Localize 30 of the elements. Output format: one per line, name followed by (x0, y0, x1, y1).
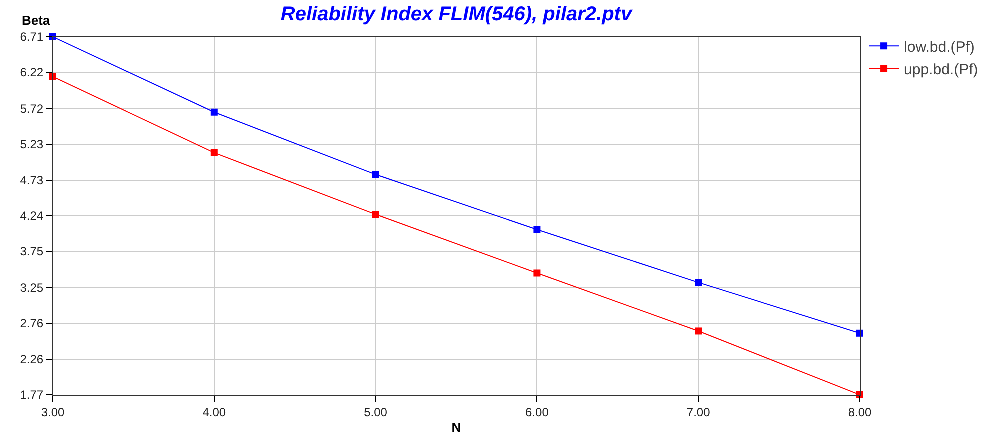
x-axis-title: N (452, 420, 462, 435)
legend-label: low.bd.(Pf) (904, 38, 975, 56)
x-tick-label: 5.00 (364, 405, 388, 420)
y-tick-label: 3.75 (20, 244, 44, 259)
x-tick-label: 8.00 (848, 405, 872, 420)
point (534, 270, 541, 277)
y-tick-label: 3.25 (20, 280, 44, 295)
y-tick-label: 6.22 (20, 66, 44, 80)
point (695, 279, 702, 286)
x-tick-label: 3.00 (41, 405, 65, 420)
point (372, 211, 380, 218)
point (695, 328, 702, 335)
y-axis-title: Beta (22, 13, 51, 28)
legend-label: upp.bd.(Pf) (904, 61, 978, 78)
point (534, 226, 541, 234)
y-tick-label: 1.77 (20, 388, 44, 402)
y-tick-label: 2.26 (20, 352, 44, 367)
point (210, 108, 218, 116)
y-tick-label: 2.76 (20, 316, 44, 330)
y-tick-label: 4.73 (20, 174, 44, 188)
x-tick-label: 4.00 (202, 405, 226, 420)
x-tick-label: 7.00 (686, 405, 711, 420)
y-tick-label: 4.24 (20, 209, 44, 224)
chart-title: Reliability Index FLIM(546), pilar2.ptv (280, 4, 634, 26)
point (210, 149, 218, 156)
x-tick-label: 6.00 (526, 405, 550, 420)
point (372, 171, 380, 178)
y-tick-label: 6.71 (20, 30, 44, 44)
y-tick-label: 5.23 (20, 137, 44, 152)
y-tick-label: 5.72 (20, 102, 44, 116)
